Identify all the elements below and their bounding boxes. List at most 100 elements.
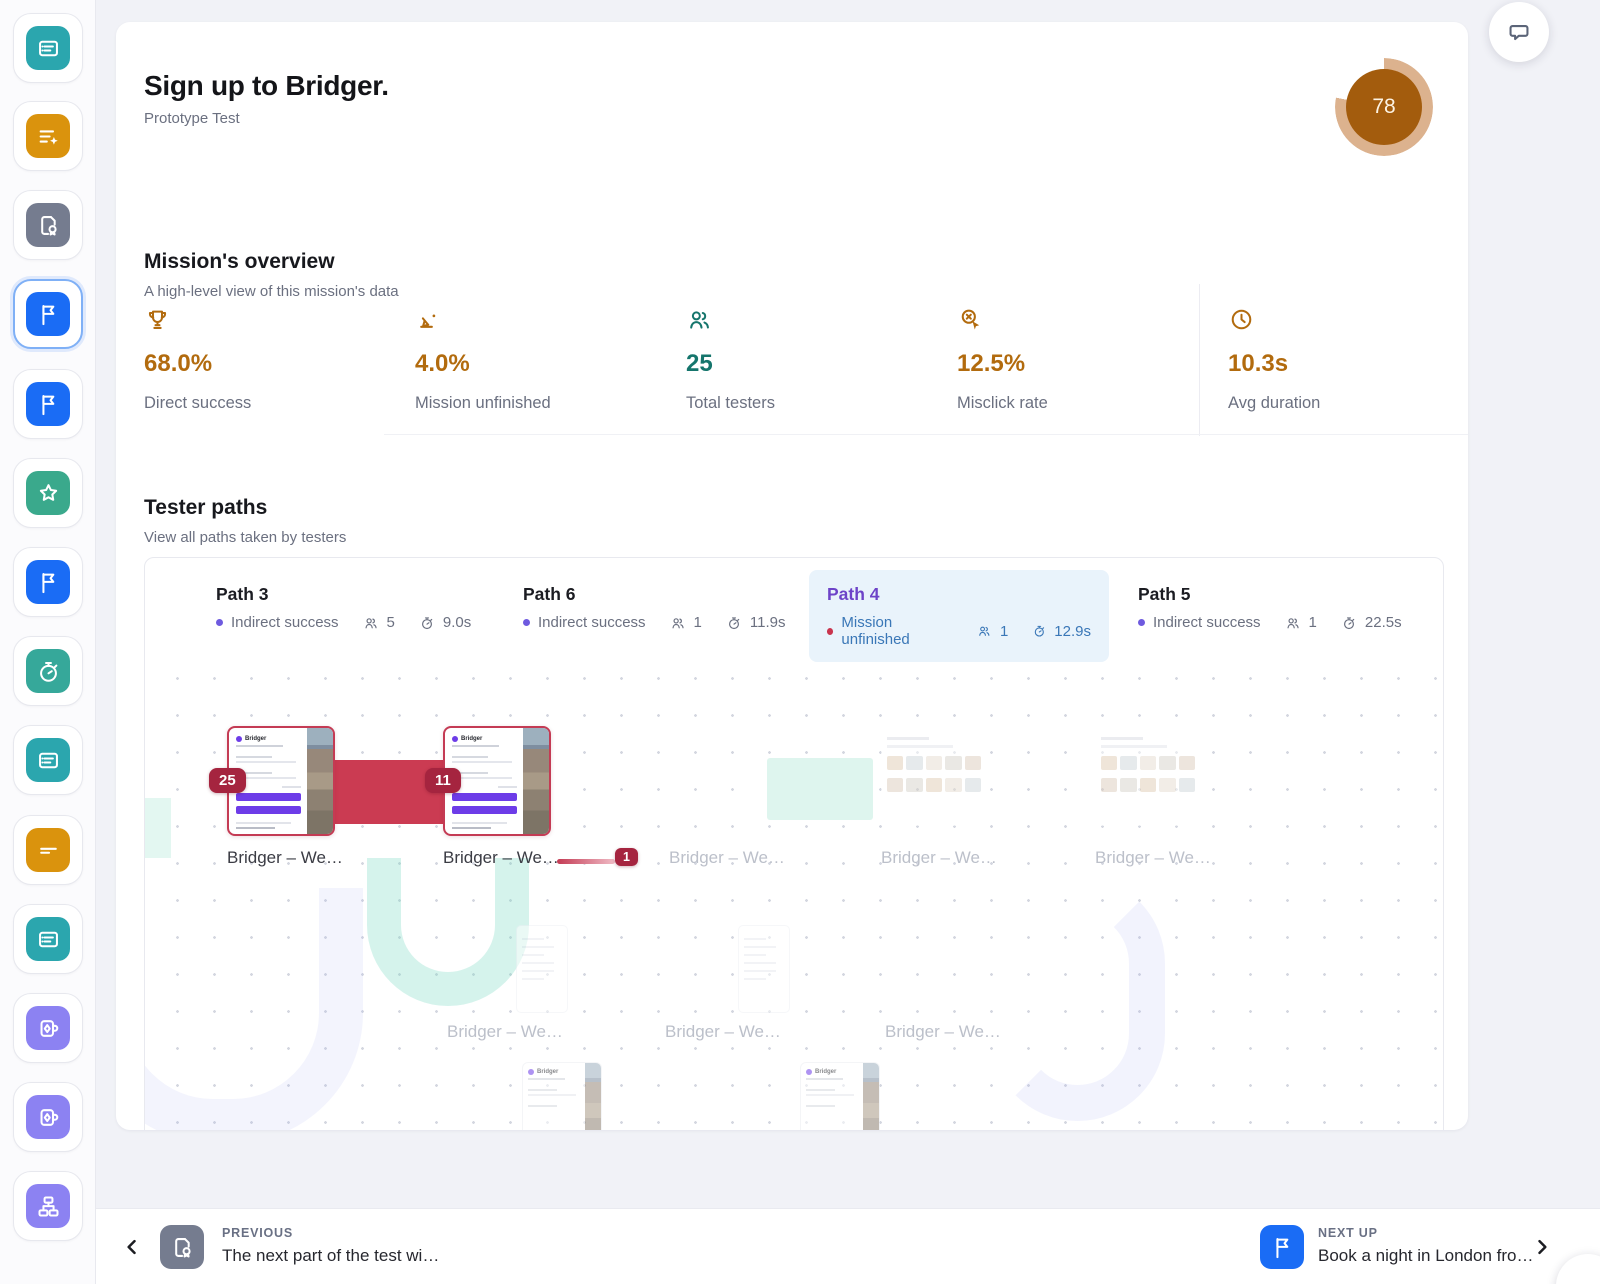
testers-icon (365, 617, 377, 628)
sidebar-item-mission-selected[interactable] (13, 279, 83, 349)
flag-icon (26, 292, 70, 336)
misclick-line (557, 859, 615, 864)
thumb-signup-button (236, 793, 301, 801)
thumb-photo (863, 1063, 879, 1130)
path-status: Indirect success (538, 614, 646, 631)
next-text[interactable]: Book a night in London fro… (1318, 1246, 1534, 1265)
stat-mission-unfinished: 4.0% Mission unfinished (415, 306, 675, 413)
path-testers: 5 (386, 614, 395, 631)
sidebar-item-instructions[interactable] (13, 101, 83, 171)
screen-label-faded: Bridger – Web… (665, 1022, 781, 1041)
list-icon (26, 917, 70, 961)
path-header-3[interactable]: Path 3 Indirect success 5 9.0s (216, 584, 471, 631)
tester-paths-subtitle: View all paths taken by testers (144, 529, 347, 546)
trophy-icon (144, 306, 404, 336)
stat-label: Mission unfinished (415, 394, 551, 412)
status-dot (523, 619, 530, 626)
path-status: Indirect success (231, 614, 339, 631)
tree-icon (26, 1184, 70, 1228)
block-navigation-bar: PREVIOUS The next part of the test wi… N… (96, 1208, 1600, 1284)
stats-underline (384, 434, 1468, 435)
path-duration: 9.0s (442, 614, 472, 631)
stat-label: Direct success (144, 394, 252, 412)
sidebar-item-opinion-scale[interactable] (13, 458, 83, 528)
status-dot (216, 619, 223, 626)
thumb-photo (307, 728, 333, 834)
sidebar-item-list-3[interactable] (13, 904, 83, 974)
sidebar-item-mission-3[interactable] (13, 547, 83, 617)
sidebar-item-prototype-task[interactable] (13, 190, 83, 260)
screen-node-faded[interactable] (1095, 730, 1201, 826)
screen-node-faded[interactable] (881, 730, 987, 826)
tester-count-badge: 25 (209, 768, 246, 793)
sidebar-item-tree-test[interactable] (13, 1171, 83, 1241)
sparkle-list-icon (26, 114, 70, 158)
stat-label: Avg duration (1228, 394, 1321, 412)
sidebar-item-list-1[interactable] (13, 13, 83, 83)
path-testers: 1 (1308, 614, 1317, 631)
list-icon (26, 26, 70, 70)
stat-total-testers: 25 Total testers (686, 306, 946, 413)
sidebar-item-list-2[interactable] (13, 725, 83, 795)
path-header-6[interactable]: Path 6 Indirect success 1 11.9s (523, 584, 785, 631)
stopwatch-icon (1343, 616, 1355, 629)
mission-results-card: Sign up to Bridger. Prototype Test 78 Mi… (116, 22, 1468, 1130)
next-chevron-button[interactable] (1532, 1227, 1562, 1267)
path-testers: 1 (1000, 622, 1009, 640)
screen-node-2[interactable]: Bridger (443, 726, 551, 836)
path-header-4-selected[interactable]: Path 4 Mission unfinished 1 12.9s (809, 570, 1109, 662)
stat-value: 25 (686, 350, 713, 377)
chat-bubble-icon (1509, 25, 1529, 41)
document-badge-icon (174, 1237, 191, 1258)
chevron-left-icon (127, 1239, 136, 1255)
thumb-google-button (452, 806, 517, 814)
stat-value: 12.5% (957, 350, 1026, 377)
screen-node-partial[interactable]: Bridger (801, 1063, 879, 1130)
thumb-signup-button (452, 793, 517, 801)
thumb-photo (523, 728, 549, 834)
thumb-photo (585, 1063, 601, 1130)
screen-node-ghost[interactable] (517, 926, 567, 1012)
star-icon (26, 471, 70, 515)
path-testers: 1 (693, 614, 702, 631)
screen-node-ghost[interactable] (739, 926, 789, 1012)
mug-card-icon (26, 1095, 70, 1139)
sidebar-item-card-1[interactable] (13, 993, 83, 1063)
bridger-logo-text: Bridger (537, 1069, 559, 1075)
sidebar-item-mission-2[interactable] (13, 369, 83, 439)
screen-label-faded: Bridger – Web… (881, 848, 997, 867)
stopwatch-icon (26, 649, 70, 693)
screen-label-faded: Bridger – Web… (885, 1022, 1001, 1041)
sidebar-item-five-second-test[interactable] (13, 636, 83, 706)
testers-icon (672, 617, 684, 628)
previous-text[interactable]: The next part of the test wi… (222, 1246, 440, 1265)
dot-grid (145, 654, 1443, 1130)
stat-avg-duration: 10.3s Avg duration (1228, 306, 1468, 413)
path-header-5[interactable]: Path 5 Indirect success 1 22.5s (1138, 584, 1402, 631)
list-icon (26, 738, 70, 782)
screen-label-faded: Bridger – Web… (1095, 848, 1211, 867)
chat-feedback-button[interactable] (1489, 2, 1549, 62)
mug-card-icon (26, 1006, 70, 1050)
score-value: 78 (1346, 69, 1422, 145)
next-kicker: NEXT UP (1318, 1226, 1378, 1240)
status-dot (1138, 619, 1145, 626)
bridger-logo-text: Bridger (461, 736, 483, 742)
stat-label: Total testers (686, 394, 775, 412)
sidebar-item-card-2[interactable] (13, 1082, 83, 1152)
sidebar-item-text-block[interactable] (13, 815, 83, 885)
previous-kicker: PREVIOUS (222, 1226, 293, 1240)
chevron-right-icon (1538, 1239, 1547, 1255)
next-block-tile[interactable] (1260, 1225, 1304, 1269)
previous-chevron-button[interactable] (122, 1227, 152, 1267)
misclick-cursor-icon (957, 306, 1217, 336)
bridger-logo-icon (236, 736, 242, 742)
testers-icon (1287, 617, 1299, 628)
path-name: Path 4 (827, 584, 880, 604)
previous-block-tile[interactable] (160, 1225, 204, 1269)
stat-value: 10.3s (1228, 350, 1289, 377)
stat-misclick-rate: 12.5% Misclick rate (957, 306, 1217, 413)
stats-divider (1199, 284, 1200, 436)
screen-node-partial[interactable]: Bridger (523, 1063, 601, 1130)
